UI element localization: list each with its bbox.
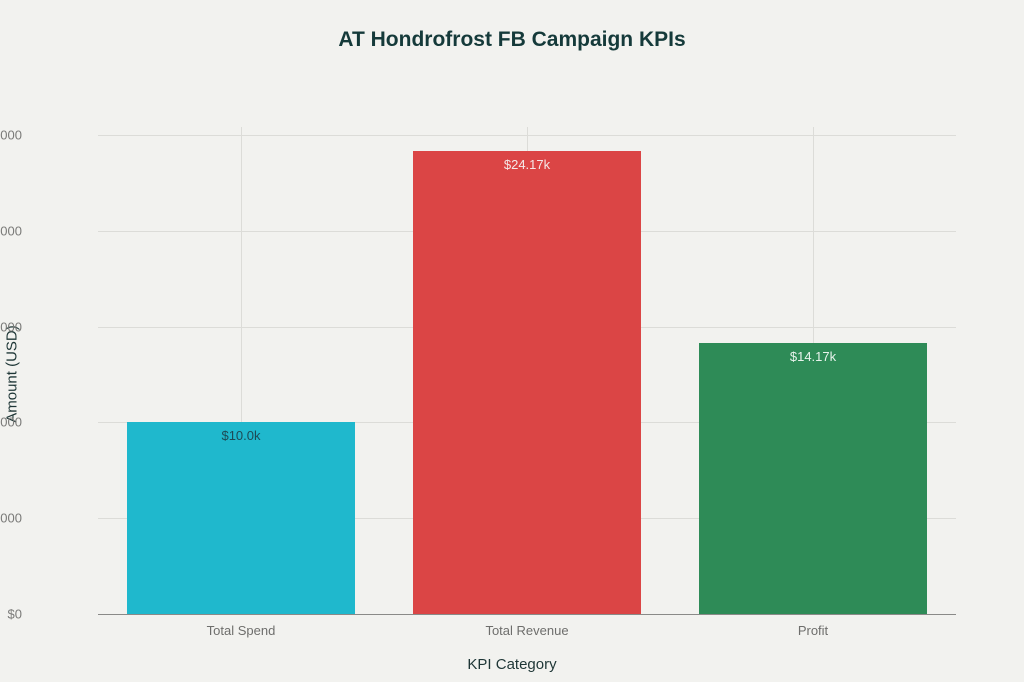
y-tick-label: $15,000 (0, 319, 22, 335)
y-axis-label: Amount (USD) (3, 325, 21, 423)
y-tick-label: $0 (7, 606, 22, 622)
bar-value-label: $24.17k (503, 156, 551, 172)
x-tick-label: Profit (797, 623, 829, 638)
bar-total-spend[interactable]: $10.0k (127, 422, 355, 614)
y-tick-label: $20,000 (0, 223, 22, 239)
bar-profit[interactable]: $14.17k (699, 342, 927, 614)
y-tick-label: $10,000 (0, 414, 22, 430)
bar-value-label: $14.17k (789, 348, 837, 364)
x-axis-line (98, 613, 956, 615)
x-tick-label: Total Spend (206, 623, 276, 638)
bar-total-revenue[interactable]: $24.17k (413, 150, 641, 614)
plot-area: $0 $5,000 $10,000 $15,000 $20,000 $25,00… (0, 127, 956, 622)
vertical-gridline (241, 127, 242, 614)
y-tick-label: $25,000 (0, 127, 22, 143)
x-axis-label: KPI Category (467, 656, 557, 673)
chart-title: AT Hondrofrost FB Campaign KPIs (338, 28, 686, 51)
x-tick-label: Total Revenue (485, 623, 569, 638)
y-tick-label: $5,000 (0, 510, 22, 526)
bar-value-label: $10.0k (221, 428, 261, 444)
